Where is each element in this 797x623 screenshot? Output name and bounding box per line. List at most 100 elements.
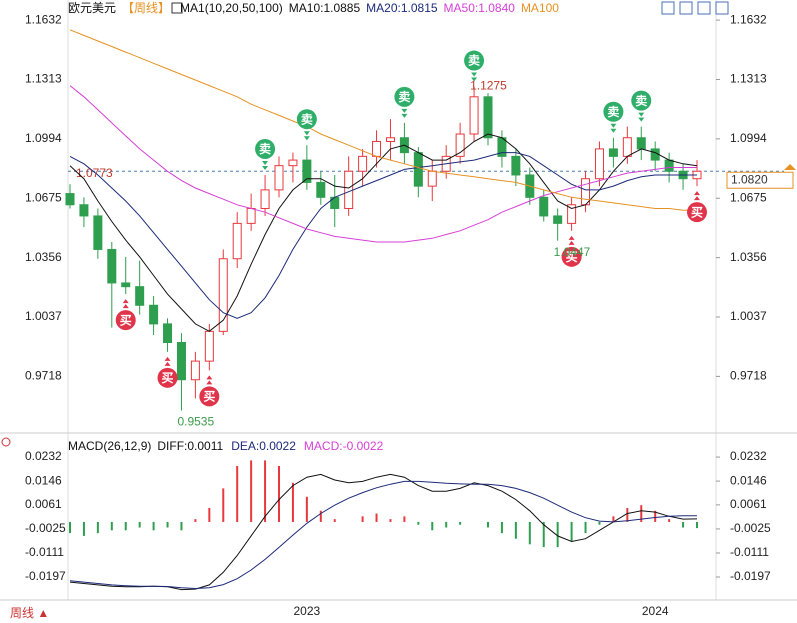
settings-icon[interactable] xyxy=(1,437,11,447)
candle xyxy=(121,256,131,295)
signal-arrow xyxy=(610,123,617,133)
ma-line xyxy=(69,133,698,332)
macd-line xyxy=(69,480,697,590)
signal-label: 卖 xyxy=(468,53,480,68)
candle-body xyxy=(121,282,131,288)
signal-arrow xyxy=(568,235,575,245)
toolbar-button[interactable] xyxy=(697,1,711,15)
signal-label: 卖 xyxy=(607,104,619,119)
candle xyxy=(79,197,89,228)
candle-body xyxy=(413,152,423,187)
signal-arrow xyxy=(471,72,478,82)
signal-label: 卖 xyxy=(635,93,647,108)
signal-marker xyxy=(464,50,485,71)
candle xyxy=(190,351,200,399)
signal-arrow xyxy=(164,356,171,366)
signal-label: 买 xyxy=(566,250,578,264)
y-tick-label: -0.0025 xyxy=(730,521,771,535)
candle-body xyxy=(664,159,674,172)
signal-arrow xyxy=(694,191,700,201)
y-tick-label: 1.0675 xyxy=(730,190,767,204)
y-tick-label: -0.0025 xyxy=(25,521,66,535)
legend-entry: DEA:0.0022 xyxy=(231,439,296,453)
candle xyxy=(149,295,159,336)
signal-marker xyxy=(296,109,317,130)
y-tick-label: 0.0232 xyxy=(730,449,767,463)
toolbar-button[interactable] xyxy=(661,1,675,15)
y-tick-label: 1.0356 xyxy=(25,250,62,264)
candle-body xyxy=(288,159,298,167)
candle-body xyxy=(274,165,284,191)
candle-body xyxy=(218,258,228,332)
price-annotation: 1.1275 xyxy=(470,79,507,93)
x-tick-label: 2024 xyxy=(642,604,669,618)
ma-line xyxy=(69,152,697,319)
toolbar-button[interactable] xyxy=(715,1,729,15)
y-tick-label: 0.0146 xyxy=(730,473,767,487)
price-annotation: 1.0447 xyxy=(554,245,591,259)
candle-body xyxy=(581,178,591,206)
ref-price-label: 1.0773 xyxy=(76,166,113,180)
candle xyxy=(608,137,618,168)
period-button[interactable] xyxy=(3,605,63,621)
signal-arrow xyxy=(303,131,310,141)
signal-arrow xyxy=(638,112,645,122)
candle-body xyxy=(135,286,145,306)
candle-body xyxy=(427,170,437,187)
candle xyxy=(316,171,326,205)
price-annotation: 0.9535 xyxy=(177,415,214,429)
candle-body xyxy=(539,196,549,217)
candle-body xyxy=(204,330,214,362)
signal-marker xyxy=(631,90,652,111)
candle-body xyxy=(608,148,618,157)
y-tick-label: 0.0146 xyxy=(25,473,62,487)
ma-line xyxy=(69,29,697,211)
candle-body xyxy=(372,140,382,157)
signal-marker xyxy=(687,202,707,223)
candle-body xyxy=(93,215,103,250)
ma-title: MA1(10,20,50,100) xyxy=(180,1,283,15)
candle-body xyxy=(385,137,395,142)
y-tick-label: 0.0061 xyxy=(25,497,62,511)
y-tick-label: 1.0037 xyxy=(730,309,767,323)
candle-body xyxy=(344,170,354,209)
candle-body xyxy=(455,133,465,157)
signal-label: 卖 xyxy=(259,141,271,156)
signal-marker xyxy=(255,138,276,159)
candle xyxy=(455,122,465,164)
candle-body xyxy=(176,342,186,381)
y-tick-label: 0.0232 xyxy=(25,449,62,463)
y-tick-label: -0.0197 xyxy=(25,569,66,583)
candle xyxy=(65,184,75,209)
legend-entry: MA100 xyxy=(521,1,559,15)
candle xyxy=(176,333,186,411)
period: 【周线】 xyxy=(122,1,170,15)
candle xyxy=(107,241,117,328)
y-tick-label: 0.9718 xyxy=(25,369,62,383)
macd-title: MACD(26,12,9) xyxy=(68,439,151,453)
candle xyxy=(567,197,577,231)
signal-label: 买 xyxy=(691,205,703,219)
candle-body xyxy=(246,207,256,224)
y-tick-label: 0.9718 xyxy=(730,369,767,383)
legend-entry: MA50:1.0840 xyxy=(444,1,516,15)
signal-label: 买 xyxy=(162,371,174,385)
candle xyxy=(302,145,312,190)
ma-icon xyxy=(171,2,183,14)
legend-entry: DIFF:0.0011 xyxy=(157,439,223,453)
candle-body xyxy=(594,148,604,180)
candle xyxy=(511,148,521,187)
toolbar-button[interactable] xyxy=(679,1,693,15)
candle-body xyxy=(260,189,270,209)
candle-body xyxy=(316,181,326,198)
candle-body xyxy=(469,96,479,135)
ma-line xyxy=(69,85,697,243)
y-tick-label: 1.0675 xyxy=(25,190,62,204)
toolbar xyxy=(661,1,729,15)
y-tick-label: 1.1313 xyxy=(730,72,767,86)
candle-body xyxy=(622,137,632,157)
period-label[interactable]: 周线 ▲ xyxy=(10,606,49,620)
candle xyxy=(469,86,479,142)
candle-body xyxy=(302,159,312,183)
